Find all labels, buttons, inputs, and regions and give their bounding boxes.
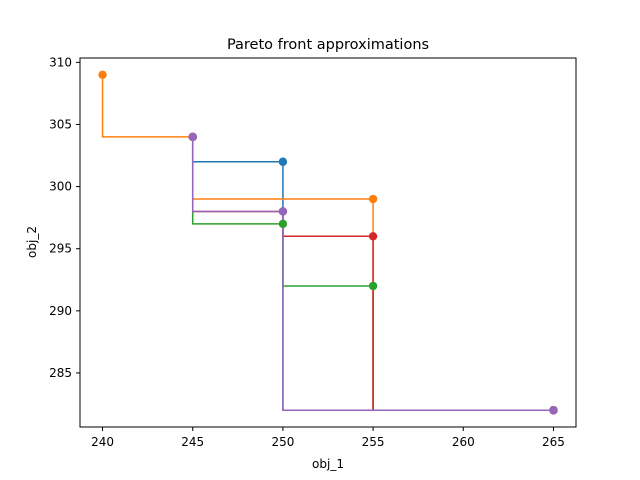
y-tick-label: 285	[49, 366, 72, 380]
series-5-point-3	[549, 406, 558, 415]
series-3-point-3	[368, 281, 378, 291]
series-4-point-3	[368, 232, 378, 241]
y-tick-label: 290	[49, 304, 72, 318]
x-tick-label: 250	[271, 435, 294, 449]
x-axis-label: obj_1	[312, 457, 344, 471]
series-2-point-3	[368, 194, 378, 204]
y-tick-label: 300	[49, 180, 72, 194]
series-5-point-2	[278, 207, 288, 216]
series-1-point-2	[278, 157, 288, 166]
series-4-line	[191, 136, 554, 411]
series-3-point-2	[278, 219, 288, 229]
y-tick-label: 310	[49, 55, 72, 69]
y-tick-label: 305	[49, 117, 72, 131]
series-2-line	[101, 74, 554, 411]
series-layer	[98, 70, 558, 415]
y-tick-label: 295	[49, 242, 72, 256]
x-axis-ticks: 240 245 250 255 260 265	[91, 427, 565, 449]
series-2-point-1	[98, 70, 107, 79]
x-tick-label: 265	[542, 435, 565, 449]
x-tick-label: 240	[91, 435, 114, 449]
plot-frame	[79, 57, 577, 428]
x-tick-label: 260	[452, 435, 475, 449]
x-tick-label: 245	[181, 435, 204, 449]
series-5-point-1	[188, 132, 197, 142]
x-tick-label: 255	[362, 435, 385, 449]
y-axis-label: obj_2	[25, 226, 39, 258]
y-axis-ticks: 285 290 295 300 305 310	[49, 55, 80, 380]
chart-title: Pareto front approximations	[227, 37, 429, 53]
